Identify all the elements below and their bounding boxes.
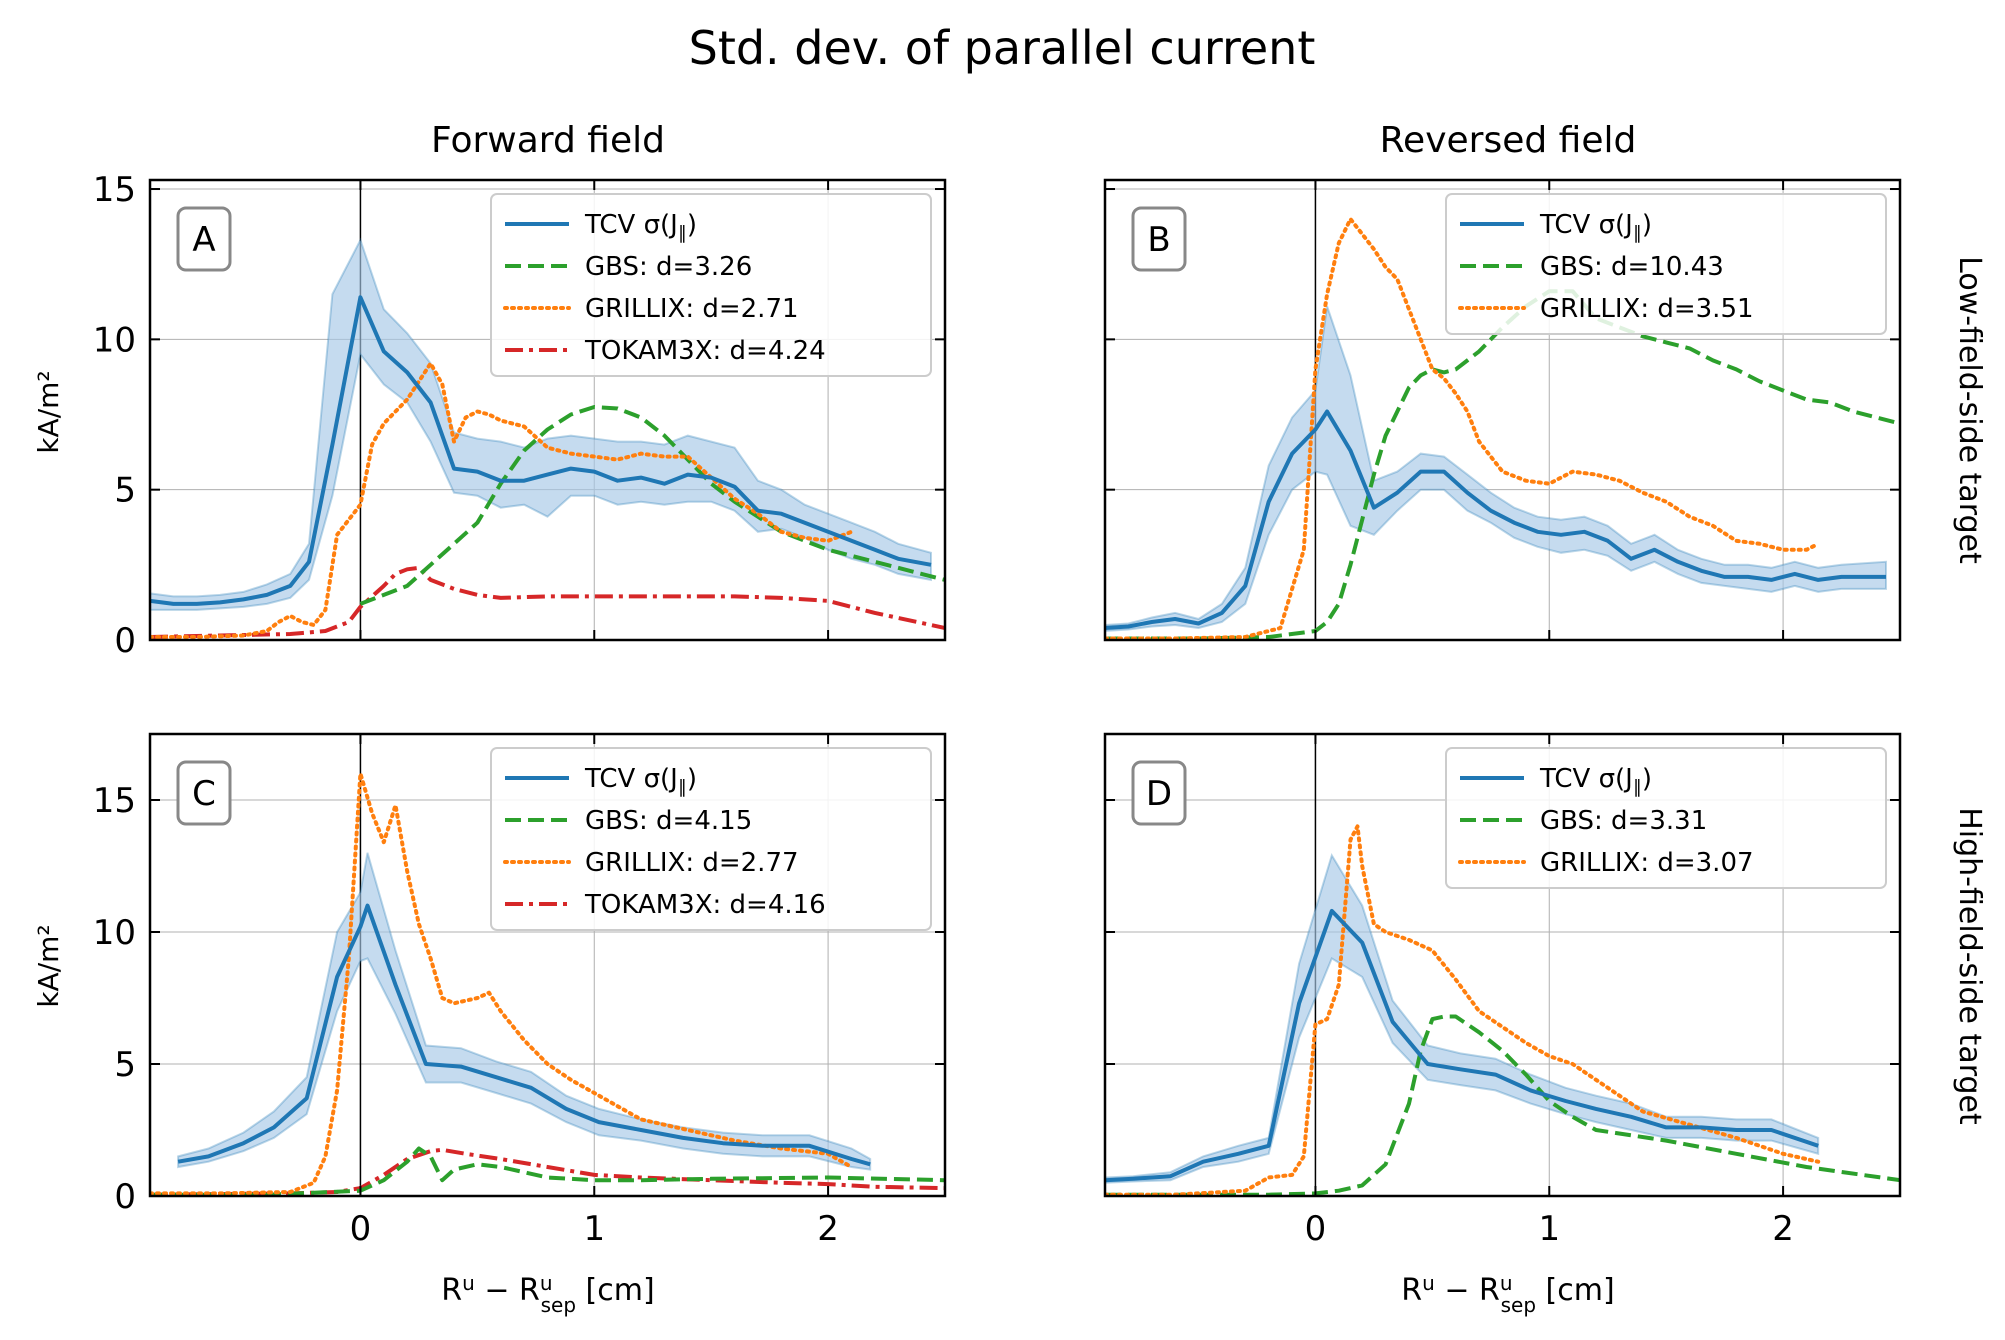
- row-title-low-field: Low-field-side target: [1952, 256, 1987, 564]
- ylabel-top: kA/m²: [32, 370, 65, 453]
- axes-frame: [1103, 732, 1902, 1198]
- tcv-line: [1105, 409, 1886, 630]
- panel-label: B: [1147, 220, 1170, 260]
- tcv-uncertainty-band: [150, 237, 932, 611]
- col-title-reversed: Reversed field: [1380, 120, 1637, 161]
- col-title-forward: Forward field: [431, 120, 665, 161]
- legend: TCV σ(J∥) GBS: d=10.43 GRILLIX: d=3.51: [1445, 193, 1887, 335]
- legend-entry-gbs: GBS: d=3.31: [1540, 806, 1707, 836]
- tcv-line: [1105, 908, 1819, 1183]
- xlabel-right: Ru − Ru sep [cm]: [1401, 1271, 1614, 1317]
- legend-entry-tokam3x: TOKAM3X: d=4.24: [584, 336, 826, 366]
- axes-frame: [148, 178, 947, 642]
- legend-frame: [1445, 747, 1887, 889]
- tcv-line: [177, 903, 871, 1167]
- panel-label-frame: [1131, 760, 1187, 826]
- panel-label: D: [1146, 774, 1172, 814]
- panel-d: 0 1 2 D TCV σ(J∥) GBS: d=3.31 GRILLIX: d=3.07: [1103, 732, 1902, 1249]
- legend-frame: [490, 747, 932, 931]
- x-tick-label: 1: [1538, 1209, 1560, 1249]
- plot-area: [150, 771, 945, 1196]
- axes-frame: [148, 732, 947, 1198]
- x-tick-label: 0: [350, 1209, 372, 1249]
- x-tick-label: 1: [583, 1209, 605, 1249]
- y-tick-label: 15: [93, 170, 136, 210]
- legend: TCV σ(J∥) GBS: d=3.26 GRILLIX: d=2.71 TOKAM…: [490, 193, 932, 377]
- x-tick-label: 2: [817, 1209, 839, 1249]
- gbs-line: [1105, 1014, 1900, 1196]
- panel-label: C: [192, 774, 216, 814]
- panel-c: 0 1 2 0 5 10 15 C TCV σ(J∥) GBS: d=4.15 GRILLIX: d…: [93, 732, 947, 1249]
- legend-entry-gbs: GBS: d=10.43: [1540, 252, 1724, 282]
- grillix-line: [1105, 824, 1821, 1196]
- ylabel-bottom: kA/m²: [32, 924, 65, 1007]
- panel-label-box: A: [176, 206, 232, 272]
- legend-frame: [490, 193, 932, 377]
- figure-title: Std. dev. of parallel current: [689, 21, 1316, 75]
- panel-label-frame: [176, 206, 232, 272]
- legend-entry-grillix: GRILLIX: d=2.77: [585, 848, 799, 878]
- legend-entry-tcv: TCV σ(J∥): [584, 764, 697, 798]
- y-tick-label: 5: [114, 1045, 136, 1085]
- ticks: 0 1 2 0 5 10 15: [93, 734, 945, 1249]
- gbs-line: [150, 1146, 945, 1196]
- grillix-line: [1105, 217, 1821, 640]
- x-tick-label: 2: [1772, 1209, 1794, 1249]
- panel-label-box: D: [1131, 760, 1187, 826]
- tokam3x-line: [150, 1147, 945, 1196]
- legend-entry-grillix: GRILLIX: d=2.71: [585, 294, 799, 324]
- panel-label-box: B: [1131, 206, 1187, 272]
- legend-entry-tcv: TCV σ(J∥): [584, 210, 697, 244]
- tcv-uncertainty-band: [1105, 852, 1820, 1184]
- tcv-line: [150, 295, 932, 606]
- legend-entry-tcv: TCV σ(J∥): [1539, 210, 1652, 244]
- legend-frame: [1445, 193, 1887, 335]
- axes-frame: [1103, 178, 1902, 642]
- gbs-line: [359, 405, 945, 606]
- ticks: [1105, 180, 1900, 641]
- y-tick-label: 10: [93, 320, 136, 360]
- y-tick-label: 0: [114, 1177, 136, 1217]
- panel-label-box: C: [176, 760, 232, 826]
- legend-entry-grillix: GRILLIX: d=3.51: [1540, 294, 1754, 324]
- grillix-line: [150, 771, 854, 1196]
- tcv-uncertainty-band: [1105, 305, 1887, 633]
- legend: TCV σ(J∥) GBS: d=3.31 GRILLIX: d=3.07: [1445, 747, 1887, 889]
- panel-b: B TCV σ(J∥) GBS: d=10.43 GRILLIX: d=3.51: [1103, 178, 1902, 642]
- panel-label-frame: [176, 760, 232, 826]
- legend-entry-tokam3x: TOKAM3X: d=4.16: [584, 890, 826, 920]
- legend-entry-grillix: GRILLIX: d=3.07: [1540, 848, 1754, 878]
- panel-label-frame: [1131, 206, 1187, 272]
- plot-area: [1105, 217, 1900, 640]
- y-tick-label: 5: [114, 471, 136, 511]
- plot-area: [1105, 824, 1900, 1196]
- panel-a: 0 5 10 15 A TCV σ(J∥) GBS: d=3.26 GRILLIX: d=2.…: [93, 170, 947, 661]
- y-tick-label: 10: [93, 913, 136, 953]
- y-tick-label: 15: [93, 781, 136, 821]
- panel-label: A: [192, 220, 215, 260]
- legend-entry-tcv: TCV σ(J∥): [1539, 764, 1652, 798]
- ticks: 0 5 10 15: [93, 170, 945, 661]
- y-tick-label: 0: [114, 621, 136, 661]
- legend-entry-gbs: GBS: d=4.15: [585, 806, 752, 836]
- legend-entry-gbs: GBS: d=3.26: [585, 252, 752, 282]
- plot-area: [150, 237, 945, 639]
- row-title-high-field: High-field-side target: [1952, 807, 1987, 1125]
- ticks: 0 1 2: [1105, 734, 1900, 1249]
- legend: TCV σ(J∥) GBS: d=4.15 GRILLIX: d=2.77 TOKAM…: [490, 747, 932, 931]
- x-tick-label: 0: [1305, 1209, 1327, 1249]
- xlabel-left: Ru − Ru sep [cm]: [441, 1271, 654, 1317]
